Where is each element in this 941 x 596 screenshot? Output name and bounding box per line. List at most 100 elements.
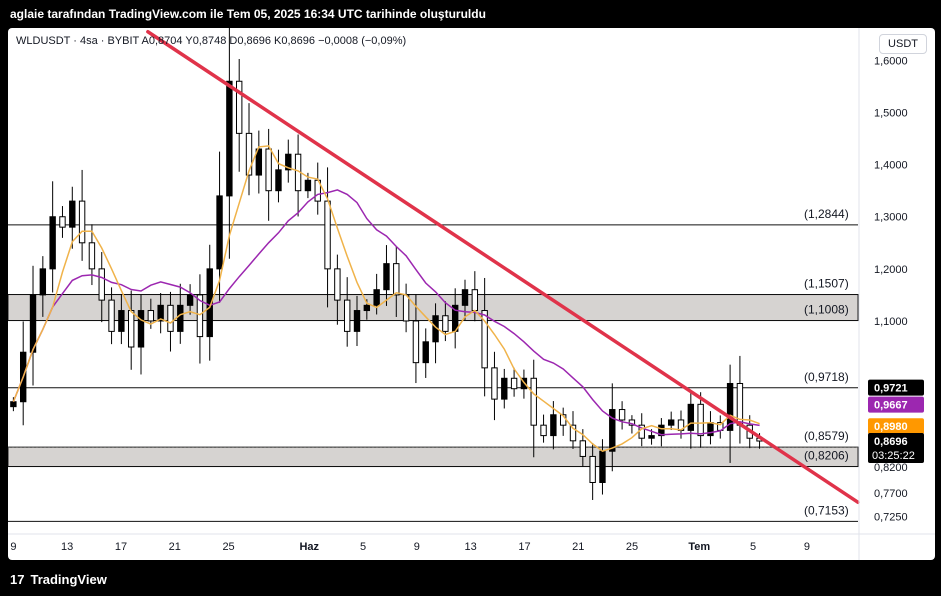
candle-body-24[interactable] [245, 132, 253, 176]
candle-body-21[interactable] [216, 195, 223, 270]
y-tick-1: 1,5000 [874, 108, 908, 120]
y-tick-7: 0,8200 [874, 462, 908, 474]
candle-body-16[interactable] [167, 304, 174, 332]
candle-body-41[interactable] [412, 320, 420, 364]
price-tag-label-2: 0,8980 [874, 421, 908, 433]
price-tag-1 [868, 396, 924, 413]
candle-body-10[interactable] [108, 299, 115, 332]
y-tick-4: 1,2000 [874, 264, 908, 276]
level-label-6: (0,7153) [804, 503, 849, 517]
candle-body-49[interactable] [491, 367, 498, 400]
candle-body-23[interactable] [235, 80, 243, 134]
x-tick-13: 5 [750, 541, 756, 553]
y-tick-5: 1,1000 [874, 316, 908, 328]
candle-body-39[interactable] [393, 263, 400, 296]
y-tick-3: 1,3000 [874, 212, 908, 224]
candle-body-62[interactable] [618, 409, 626, 421]
x-tick-6: 5 [360, 541, 366, 553]
candle-body-69[interactable] [687, 403, 695, 431]
candle-body-22[interactable] [226, 80, 233, 197]
x-tick-8: 13 [465, 541, 477, 553]
ma-fast-line [12, 145, 760, 453]
candle-body-9[interactable] [98, 268, 105, 301]
price-tag-0 [868, 379, 924, 396]
x-tick-7: 9 [414, 541, 420, 553]
candle-body-55[interactable] [550, 414, 557, 437]
candle-body-54[interactable] [540, 424, 547, 437]
candle-body-0[interactable] [10, 401, 17, 408]
candle-body-34[interactable] [343, 299, 351, 332]
x-tick-2: 17 [115, 541, 127, 553]
candle-body-17[interactable] [177, 304, 184, 332]
x-tick-12: Tem [688, 541, 710, 553]
candle-body-46[interactable] [461, 289, 469, 306]
ma-slow-line [12, 189, 760, 436]
candle-body-71[interactable] [707, 422, 714, 437]
candle-body-42[interactable] [422, 341, 429, 364]
price-tag-3 [868, 433, 924, 464]
candle-body-35[interactable] [353, 310, 361, 332]
candle-body-3[interactable] [39, 268, 47, 296]
footer-brand[interactable]: TradingView [30, 571, 107, 587]
candle-body-36[interactable] [363, 304, 371, 312]
candle-body-4[interactable] [49, 216, 56, 270]
x-tick-10: 21 [572, 541, 584, 553]
candle-body-25[interactable] [255, 148, 263, 176]
candle-body-65[interactable] [648, 435, 655, 439]
candle-body-6[interactable] [69, 200, 76, 228]
candle-body-51[interactable] [510, 377, 518, 390]
attribution-bar: aglaie tarafından TradingView.com ile Te… [0, 0, 941, 28]
price-chart[interactable]: (1,2844) (1,1507) (1,1008) (0,9718) (0,8579)… [8, 28, 935, 560]
candle-body-12[interactable] [127, 310, 135, 348]
candle-body-37[interactable] [373, 289, 380, 306]
price-tag-label-0: 0,9721 [874, 383, 908, 395]
candle-body-2[interactable] [29, 294, 37, 353]
candle-body-73[interactable] [726, 382, 734, 431]
candle-body-18[interactable] [186, 294, 194, 306]
candle-body-58[interactable] [579, 440, 587, 457]
candle-body-27[interactable] [275, 169, 282, 192]
downtrend-line[interactable] [146, 30, 860, 505]
y-tick-9: 0,7250 [874, 511, 908, 523]
candle-body-38[interactable] [383, 263, 390, 291]
currency-badge[interactable]: USDT [879, 34, 927, 54]
candle-body-40[interactable] [402, 294, 410, 322]
candle-body-61[interactable] [609, 409, 616, 452]
candle-body-48[interactable] [481, 310, 488, 369]
x-tick-9: 17 [518, 541, 530, 553]
chart-panel[interactable]: (1,2844) (1,1507) (1,1008) (0,9718) (0,8579)… [8, 28, 935, 560]
x-tick-0: 9 [10, 541, 16, 553]
candle-body-53[interactable] [530, 377, 537, 426]
candle-body-13[interactable] [137, 310, 145, 348]
candle-body-57[interactable] [569, 424, 577, 442]
candle-body-28[interactable] [285, 153, 292, 171]
candle-body-14[interactable] [147, 310, 155, 322]
x-tick-3: 21 [169, 541, 181, 553]
candle-body-7[interactable] [78, 200, 86, 244]
candle-body-30[interactable] [304, 179, 312, 192]
candle-body-60[interactable] [599, 450, 606, 483]
candle-body-66[interactable] [658, 424, 665, 437]
candle-body-11[interactable] [118, 310, 125, 332]
x-tick-4: 25 [222, 541, 234, 553]
candle-body-26[interactable] [265, 148, 272, 192]
level-label-4: (0,8579) [804, 429, 849, 443]
candle-body-50[interactable] [501, 377, 508, 400]
candle-body-15[interactable] [157, 304, 164, 322]
candle-body-8[interactable] [88, 242, 96, 270]
candle-body-67[interactable] [667, 419, 675, 426]
y-tick-8: 0,7700 [874, 488, 908, 500]
candle-body-19[interactable] [196, 294, 204, 338]
candle-body-5[interactable] [59, 216, 66, 228]
footer-bar: 17 TradingView [0, 562, 941, 596]
candle-body-59[interactable] [589, 455, 596, 483]
candle-body-33[interactable] [334, 268, 341, 301]
candle-body-20[interactable] [206, 268, 213, 338]
candle-body-70[interactable] [697, 403, 704, 437]
y-tick-0: 1,6000 [874, 55, 908, 67]
candle-body-32[interactable] [324, 200, 331, 270]
candle-body-47[interactable] [471, 289, 479, 312]
attribution-text: aglaie tarafından TradingView.com ile Te… [10, 7, 486, 21]
x-tick-11: 25 [626, 541, 638, 553]
candle-body-44[interactable] [442, 315, 449, 332]
